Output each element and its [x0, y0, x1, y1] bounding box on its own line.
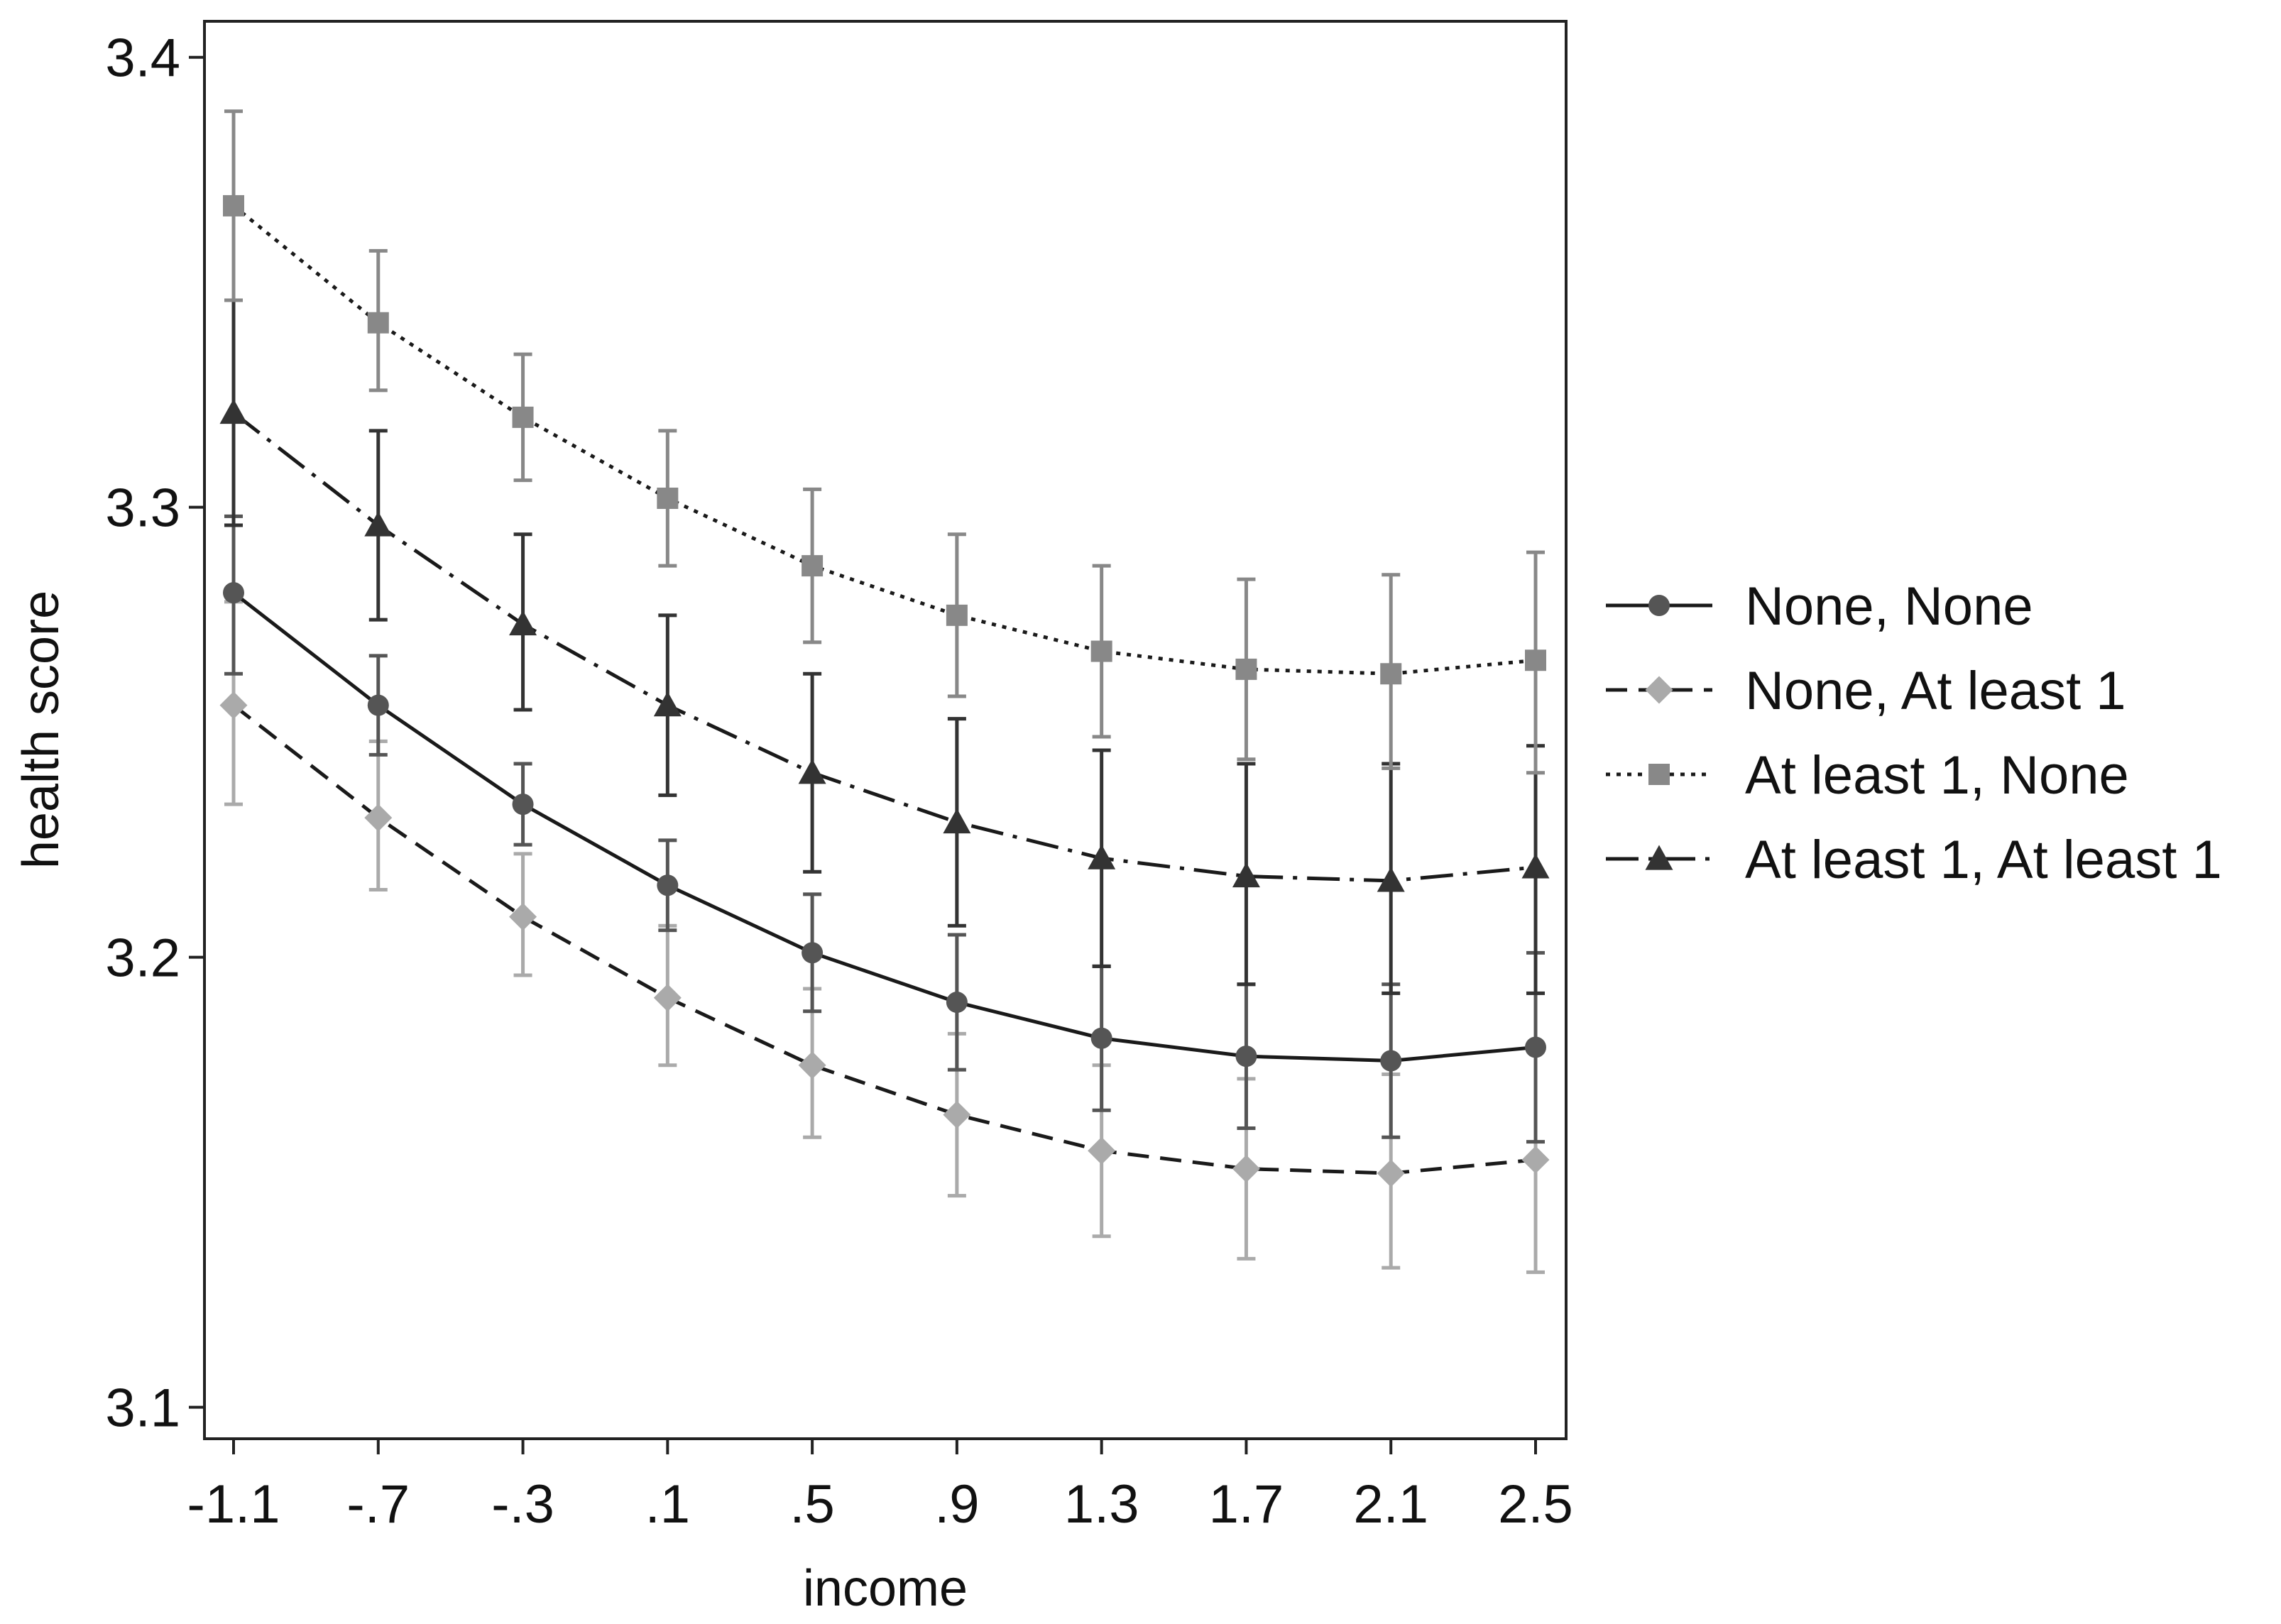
series-1 [223, 514, 1546, 1144]
data-point [1377, 1159, 1405, 1187]
data-point [1235, 658, 1257, 680]
series-2 [219, 600, 1550, 1274]
data-point [946, 992, 968, 1014]
data-point [1232, 862, 1260, 888]
series-line [232, 204, 1536, 676]
x-axis: -1.1 -.7 -.3 .1 .5 .9 1.3 1.7 2.1 2.5 [187, 1437, 1573, 1535]
data-point [657, 488, 679, 510]
legend-label: None, At least 1 [1745, 661, 2126, 721]
legend-item: None, None [1606, 576, 2033, 637]
data-point [509, 903, 537, 931]
legend-label: At least 1, At least 1 [1745, 830, 2222, 890]
y-tick-label: 3.4 [105, 28, 180, 89]
data-point [802, 555, 824, 577]
series-line [232, 703, 1536, 1175]
legend-marker [1645, 845, 1673, 870]
data-point [1377, 867, 1405, 892]
series-line [232, 591, 1536, 1063]
x-tick-label: .9 [934, 1474, 979, 1535]
data-point [653, 691, 682, 717]
x-tick-label: 2.1 [1353, 1474, 1428, 1535]
data-point [943, 1101, 971, 1129]
data-point [512, 794, 534, 816]
data-point [1380, 1050, 1402, 1072]
data-point [1088, 844, 1116, 869]
data-point [223, 582, 244, 604]
x-tick-label: 1.3 [1064, 1474, 1139, 1535]
data-point [946, 604, 968, 626]
data-point [943, 808, 971, 834]
data-point [367, 312, 389, 334]
data-point [219, 399, 248, 424]
data-point [1090, 1027, 1112, 1049]
legend: None, None None, At least 1 At least 1, No… [1606, 576, 2222, 890]
series-3 [223, 109, 1546, 775]
y-axis: 3.1 3.2 3.3 3.4 [105, 21, 206, 1439]
data-point [512, 406, 534, 428]
legend-marker [1645, 676, 1673, 704]
x-tick-label: .5 [789, 1474, 834, 1535]
legend-marker [1648, 595, 1670, 616]
x-tick-label: -1.1 [187, 1474, 280, 1535]
x-tick-label: -.3 [491, 1474, 554, 1535]
x-tick-label: 2.5 [1498, 1474, 1573, 1535]
data-point [367, 694, 389, 716]
data-point [1525, 649, 1546, 671]
series-4 [219, 298, 1550, 995]
y-tick-label: 3.2 [105, 928, 180, 989]
data-point [653, 984, 682, 1012]
series-layer [219, 109, 1550, 1274]
plot-frame [203, 20, 1568, 1440]
x-axis-title: income [803, 1560, 968, 1617]
data-point [1525, 1036, 1546, 1058]
series-line [232, 411, 1536, 883]
y-tick-label: 3.1 [105, 1378, 180, 1439]
legend-item: None, At least 1 [1606, 661, 2126, 721]
data-point [223, 194, 244, 216]
x-tick-label: -.7 [346, 1474, 410, 1535]
legend-item: At least 1, At least 1 [1606, 830, 2222, 890]
x-tick-label: .1 [645, 1474, 690, 1535]
y-tick-label: 3.3 [105, 478, 180, 539]
legend-item: At least 1, None [1606, 745, 2129, 806]
data-point [509, 610, 537, 636]
legend-marker [1648, 764, 1670, 785]
data-point [364, 803, 393, 832]
data-point [1521, 1146, 1550, 1174]
legend-label: None, None [1745, 576, 2033, 637]
data-point [364, 511, 393, 537]
data-point [798, 1051, 826, 1080]
data-point [1521, 853, 1550, 879]
data-point [1090, 640, 1112, 662]
y-axis-title: health score [13, 591, 70, 869]
x-tick-label: 1.7 [1209, 1474, 1284, 1535]
legend-label: At least 1, None [1745, 745, 2129, 806]
data-point [802, 942, 824, 964]
data-point [219, 691, 248, 720]
data-point [1380, 663, 1402, 685]
data-point [1088, 1136, 1116, 1165]
data-point [657, 874, 679, 896]
data-point [1232, 1155, 1260, 1183]
data-point [798, 759, 826, 784]
data-point [1235, 1046, 1257, 1068]
